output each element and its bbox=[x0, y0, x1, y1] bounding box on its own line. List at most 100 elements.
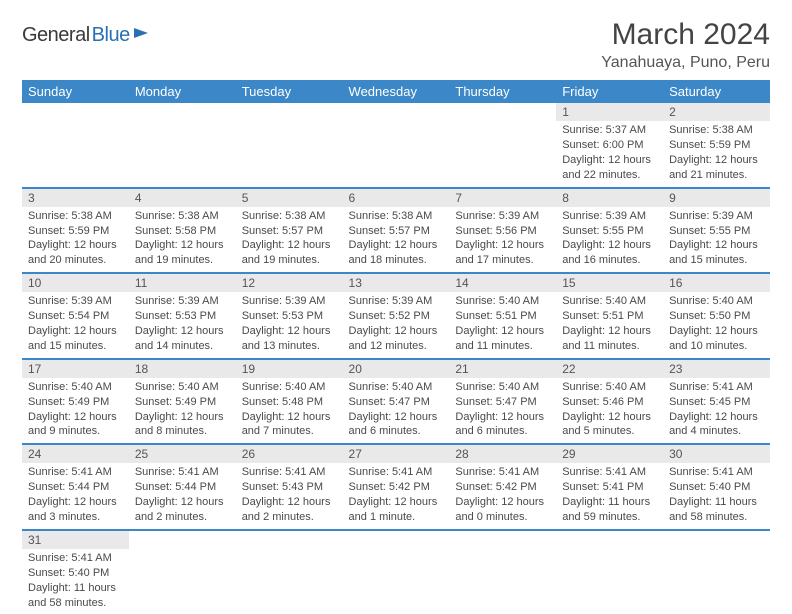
calendar-day-cell bbox=[236, 530, 343, 614]
sunset-text: Sunset: 5:55 PM bbox=[669, 224, 764, 239]
sunrise-text: Sunrise: 5:39 AM bbox=[135, 294, 230, 309]
day-details: Sunrise: 5:39 AMSunset: 5:52 PMDaylight:… bbox=[343, 292, 450, 357]
sunrise-text: Sunrise: 5:38 AM bbox=[349, 209, 444, 224]
calendar-day-cell bbox=[449, 530, 556, 614]
sunrise-text: Sunrise: 5:40 AM bbox=[669, 294, 764, 309]
sunset-text: Sunset: 5:48 PM bbox=[242, 395, 337, 410]
sunrise-text: Sunrise: 5:41 AM bbox=[28, 551, 123, 566]
sunrise-text: Sunrise: 5:41 AM bbox=[562, 465, 657, 480]
daylight-text: Daylight: 12 hours and 13 minutes. bbox=[242, 324, 337, 354]
logo: GeneralBlue bbox=[22, 18, 148, 47]
arrow-icon bbox=[134, 28, 148, 38]
daylight-text: Daylight: 12 hours and 16 minutes. bbox=[562, 238, 657, 268]
calendar-day-cell: 15Sunrise: 5:40 AMSunset: 5:51 PMDayligh… bbox=[556, 273, 663, 359]
day-details: Sunrise: 5:41 AMSunset: 5:44 PMDaylight:… bbox=[22, 463, 129, 528]
sunrise-text: Sunrise: 5:40 AM bbox=[242, 380, 337, 395]
sunset-text: Sunset: 5:58 PM bbox=[135, 224, 230, 239]
calendar-day-cell: 27Sunrise: 5:41 AMSunset: 5:42 PMDayligh… bbox=[343, 444, 450, 530]
calendar-day-cell: 16Sunrise: 5:40 AMSunset: 5:50 PMDayligh… bbox=[663, 273, 770, 359]
calendar-week-row: 3Sunrise: 5:38 AMSunset: 5:59 PMDaylight… bbox=[22, 188, 770, 274]
sunset-text: Sunset: 5:51 PM bbox=[455, 309, 550, 324]
day-number: 14 bbox=[449, 274, 556, 292]
day-details: Sunrise: 5:40 AMSunset: 5:47 PMDaylight:… bbox=[449, 378, 556, 443]
daylight-text: Daylight: 12 hours and 2 minutes. bbox=[242, 495, 337, 525]
calendar-day-cell: 6Sunrise: 5:38 AMSunset: 5:57 PMDaylight… bbox=[343, 188, 450, 274]
sunrise-text: Sunrise: 5:39 AM bbox=[242, 294, 337, 309]
sunset-text: Sunset: 5:56 PM bbox=[455, 224, 550, 239]
day-details: Sunrise: 5:40 AMSunset: 5:47 PMDaylight:… bbox=[343, 378, 450, 443]
calendar-day-cell: 31Sunrise: 5:41 AMSunset: 5:40 PMDayligh… bbox=[22, 530, 129, 614]
day-details: Sunrise: 5:40 AMSunset: 5:46 PMDaylight:… bbox=[556, 378, 663, 443]
daylight-text: Daylight: 12 hours and 8 minutes. bbox=[135, 410, 230, 440]
calendar-day-cell: 5Sunrise: 5:38 AMSunset: 5:57 PMDaylight… bbox=[236, 188, 343, 274]
sunset-text: Sunset: 5:40 PM bbox=[669, 480, 764, 495]
day-details: Sunrise: 5:41 AMSunset: 5:43 PMDaylight:… bbox=[236, 463, 343, 528]
sunrise-text: Sunrise: 5:39 AM bbox=[349, 294, 444, 309]
calendar-week-row: 1Sunrise: 5:37 AMSunset: 6:00 PMDaylight… bbox=[22, 103, 770, 188]
day-number: 23 bbox=[663, 360, 770, 378]
calendar-week-row: 24Sunrise: 5:41 AMSunset: 5:44 PMDayligh… bbox=[22, 444, 770, 530]
sunset-text: Sunset: 5:49 PM bbox=[135, 395, 230, 410]
calendar-week-row: 10Sunrise: 5:39 AMSunset: 5:54 PMDayligh… bbox=[22, 273, 770, 359]
daylight-text: Daylight: 12 hours and 0 minutes. bbox=[455, 495, 550, 525]
day-details: Sunrise: 5:39 AMSunset: 5:53 PMDaylight:… bbox=[129, 292, 236, 357]
daylight-text: Daylight: 12 hours and 3 minutes. bbox=[28, 495, 123, 525]
daylight-text: Daylight: 12 hours and 5 minutes. bbox=[562, 410, 657, 440]
weekday-header-row: Sunday Monday Tuesday Wednesday Thursday… bbox=[22, 80, 770, 103]
day-details: Sunrise: 5:41 AMSunset: 5:40 PMDaylight:… bbox=[663, 463, 770, 528]
weekday-header: Tuesday bbox=[236, 80, 343, 103]
calendar-day-cell bbox=[343, 530, 450, 614]
calendar-week-row: 17Sunrise: 5:40 AMSunset: 5:49 PMDayligh… bbox=[22, 359, 770, 445]
day-number: 18 bbox=[129, 360, 236, 378]
calendar-day-cell: 21Sunrise: 5:40 AMSunset: 5:47 PMDayligh… bbox=[449, 359, 556, 445]
day-details: Sunrise: 5:38 AMSunset: 5:59 PMDaylight:… bbox=[22, 207, 129, 272]
day-details: Sunrise: 5:38 AMSunset: 5:58 PMDaylight:… bbox=[129, 207, 236, 272]
title-block: March 2024 Yanahuaya, Puno, Peru bbox=[601, 18, 770, 72]
weekday-header: Sunday bbox=[22, 80, 129, 103]
logo-text-dark: General bbox=[22, 24, 90, 47]
daylight-text: Daylight: 12 hours and 7 minutes. bbox=[242, 410, 337, 440]
day-number: 10 bbox=[22, 274, 129, 292]
daylight-text: Daylight: 12 hours and 6 minutes. bbox=[349, 410, 444, 440]
sunrise-text: Sunrise: 5:40 AM bbox=[349, 380, 444, 395]
calendar-day-cell: 30Sunrise: 5:41 AMSunset: 5:40 PMDayligh… bbox=[663, 444, 770, 530]
day-number: 29 bbox=[556, 445, 663, 463]
daylight-text: Daylight: 11 hours and 58 minutes. bbox=[669, 495, 764, 525]
sunset-text: Sunset: 5:57 PM bbox=[349, 224, 444, 239]
calendar-table: Sunday Monday Tuesday Wednesday Thursday… bbox=[22, 80, 770, 614]
day-number: 26 bbox=[236, 445, 343, 463]
sunset-text: Sunset: 5:42 PM bbox=[349, 480, 444, 495]
calendar-day-cell: 8Sunrise: 5:39 AMSunset: 5:55 PMDaylight… bbox=[556, 188, 663, 274]
daylight-text: Daylight: 12 hours and 11 minutes. bbox=[455, 324, 550, 354]
calendar-day-cell: 18Sunrise: 5:40 AMSunset: 5:49 PMDayligh… bbox=[129, 359, 236, 445]
calendar-day-cell: 26Sunrise: 5:41 AMSunset: 5:43 PMDayligh… bbox=[236, 444, 343, 530]
sunset-text: Sunset: 5:46 PM bbox=[562, 395, 657, 410]
day-number: 8 bbox=[556, 189, 663, 207]
calendar-week-row: 31Sunrise: 5:41 AMSunset: 5:40 PMDayligh… bbox=[22, 530, 770, 614]
calendar-day-cell: 10Sunrise: 5:39 AMSunset: 5:54 PMDayligh… bbox=[22, 273, 129, 359]
sunset-text: Sunset: 5:52 PM bbox=[349, 309, 444, 324]
weekday-header: Thursday bbox=[449, 80, 556, 103]
sunset-text: Sunset: 5:55 PM bbox=[562, 224, 657, 239]
calendar-day-cell: 28Sunrise: 5:41 AMSunset: 5:42 PMDayligh… bbox=[449, 444, 556, 530]
day-number: 7 bbox=[449, 189, 556, 207]
daylight-text: Daylight: 12 hours and 19 minutes. bbox=[135, 238, 230, 268]
day-details: Sunrise: 5:39 AMSunset: 5:55 PMDaylight:… bbox=[556, 207, 663, 272]
sunset-text: Sunset: 5:42 PM bbox=[455, 480, 550, 495]
sunset-text: Sunset: 5:53 PM bbox=[242, 309, 337, 324]
day-number: 27 bbox=[343, 445, 450, 463]
calendar-day-cell: 13Sunrise: 5:39 AMSunset: 5:52 PMDayligh… bbox=[343, 273, 450, 359]
daylight-text: Daylight: 12 hours and 15 minutes. bbox=[669, 238, 764, 268]
calendar-day-cell: 9Sunrise: 5:39 AMSunset: 5:55 PMDaylight… bbox=[663, 188, 770, 274]
calendar-day-cell: 24Sunrise: 5:41 AMSunset: 5:44 PMDayligh… bbox=[22, 444, 129, 530]
sunset-text: Sunset: 5:43 PM bbox=[242, 480, 337, 495]
day-details: Sunrise: 5:40 AMSunset: 5:49 PMDaylight:… bbox=[129, 378, 236, 443]
sunset-text: Sunset: 6:00 PM bbox=[562, 138, 657, 153]
sunrise-text: Sunrise: 5:39 AM bbox=[562, 209, 657, 224]
calendar-day-cell: 4Sunrise: 5:38 AMSunset: 5:58 PMDaylight… bbox=[129, 188, 236, 274]
calendar-day-cell bbox=[129, 530, 236, 614]
day-number: 25 bbox=[129, 445, 236, 463]
day-number: 1 bbox=[556, 103, 663, 121]
daylight-text: Daylight: 11 hours and 59 minutes. bbox=[562, 495, 657, 525]
calendar-day-cell: 2Sunrise: 5:38 AMSunset: 5:59 PMDaylight… bbox=[663, 103, 770, 188]
